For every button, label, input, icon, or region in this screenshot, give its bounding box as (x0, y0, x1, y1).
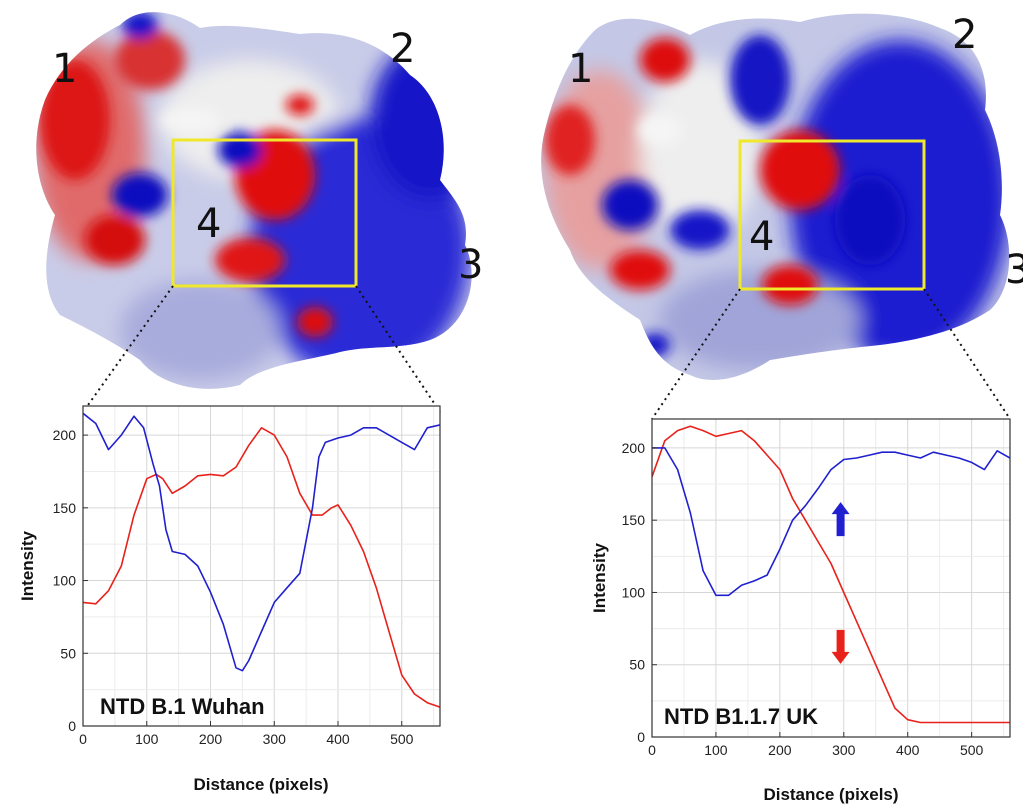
plot-area (652, 419, 1010, 737)
y-tick-label: 150 (53, 500, 77, 516)
y-tick-label: 0 (68, 718, 76, 734)
y-tick-label: 100 (622, 584, 646, 600)
series-line-blue (83, 412, 440, 672)
right-region-label-2: 2 (952, 12, 977, 58)
left-region-label-1: 1 (52, 46, 77, 92)
left-zoom-line-left (82, 285, 174, 413)
arrow-down-annotation (831, 629, 850, 664)
left-highlight-box (171, 138, 358, 288)
right-zoom-line-right (923, 288, 1011, 420)
x-tick-label: 400 (326, 731, 350, 747)
plot-frame (82, 405, 441, 727)
x-tick-label: 0 (648, 742, 656, 758)
y-tick-label: 0 (637, 729, 645, 745)
x-tick-label: 400 (896, 742, 920, 758)
left-protein-surface: 1 2 3 4 (36, 12, 483, 413)
x-tick-label: 0 (79, 731, 87, 747)
x-tick-label: 100 (704, 742, 728, 758)
series-line-red (652, 425, 1010, 724)
x-tick-label: 300 (832, 742, 856, 758)
right-region-label-4: 4 (749, 214, 774, 260)
x-tick-label: 100 (135, 731, 159, 747)
panel-label: NTD B.1 Wuhan (100, 694, 265, 719)
y-axis-title: Intensity (18, 531, 37, 601)
x-tick-label: 300 (263, 731, 287, 747)
y-tick-label: 50 (629, 657, 645, 673)
y-tick-label: 50 (60, 645, 76, 661)
right-protein-surface: 1 2 3 4 (541, 12, 1023, 420)
x-tick-label: 200 (199, 731, 223, 747)
y-tick-label: 100 (53, 573, 77, 589)
x-tick-label: 500 (390, 731, 414, 747)
plot-frame (651, 418, 1011, 738)
chart-uk: 0 100 200 300 400 500 0 50 100 150 200 Distance (pi… (590, 418, 1011, 804)
x-tick-label: 200 (768, 742, 792, 758)
arrow-up-annotation (831, 502, 850, 537)
y-tick-label: 200 (622, 440, 646, 456)
x-axis-title: Distance (pixels) (193, 775, 328, 794)
left-region-label-4: 4 (196, 201, 221, 247)
left-region-label-3: 3 (458, 242, 483, 288)
plot-area (83, 406, 440, 726)
y-axis-title: Intensity (590, 543, 609, 613)
y-tick-label: 200 (53, 427, 77, 443)
right-zoom-line-left (651, 288, 741, 420)
x-tick-label: 500 (960, 742, 984, 758)
chart-wuhan: 0 100 200 300 400 500 0 50 100 150 200 Distance (pi… (18, 405, 441, 794)
x-axis-title: Distance (pixels) (763, 785, 898, 804)
panel-label: NTD B1.1.7 UK (664, 704, 818, 729)
right-highlight-box (738, 139, 926, 291)
left-zoom-line-right (355, 285, 441, 413)
right-region-label-1: 1 (568, 46, 593, 92)
series-line-blue (652, 447, 1010, 597)
left-region-label-2: 2 (390, 26, 415, 72)
right-region-label-3: 3 (1005, 247, 1023, 293)
series-line-red (83, 427, 440, 708)
y-tick-label: 150 (622, 512, 646, 528)
